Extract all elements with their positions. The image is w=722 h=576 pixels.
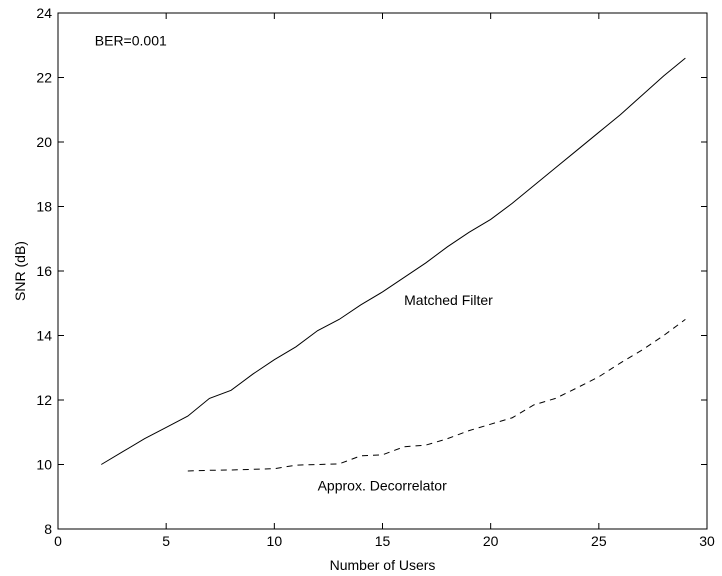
x-tick-label: 10 xyxy=(267,533,283,549)
x-tick-label: 5 xyxy=(162,533,170,549)
y-tick-label: 12 xyxy=(36,392,52,408)
annotation-label: BER=0.001 xyxy=(95,32,167,48)
series-line-solid xyxy=(101,57,686,465)
x-tick-label: 20 xyxy=(483,533,499,549)
y-tick-label: 10 xyxy=(36,457,52,473)
x-tick-label: 30 xyxy=(699,533,715,549)
plot-area xyxy=(57,12,708,530)
y-tick-label: 22 xyxy=(36,70,52,86)
x-tick-label: 0 xyxy=(54,533,62,549)
y-tick-label: 18 xyxy=(36,199,52,215)
plot-frame xyxy=(57,12,708,530)
y-tick-label: 8 xyxy=(44,521,52,537)
tick-layer: 0 5 10 15 20 25 30 8 10 12 14 16 18 20 22 24 xyxy=(36,5,715,549)
annotation-layer: BER=0.001 Matched Filter Approx. Decorrela… xyxy=(95,32,493,493)
y-tick-label: 24 xyxy=(36,5,52,21)
x-axis-title: Number of Users xyxy=(330,557,436,573)
y-tick-label: 14 xyxy=(36,328,52,344)
y-tick-label: 20 xyxy=(36,134,52,150)
y-tick-label: 16 xyxy=(36,263,52,279)
series-layer xyxy=(101,57,686,472)
y-axis-title: SNR (dB) xyxy=(12,241,28,301)
annotation-label: Approx. Decorrelator xyxy=(318,477,448,493)
x-tick-label: 25 xyxy=(591,533,607,549)
series-line-dashed xyxy=(187,318,686,472)
annotation-label: Matched Filter xyxy=(404,292,493,308)
x-tick-label: 15 xyxy=(375,533,391,549)
